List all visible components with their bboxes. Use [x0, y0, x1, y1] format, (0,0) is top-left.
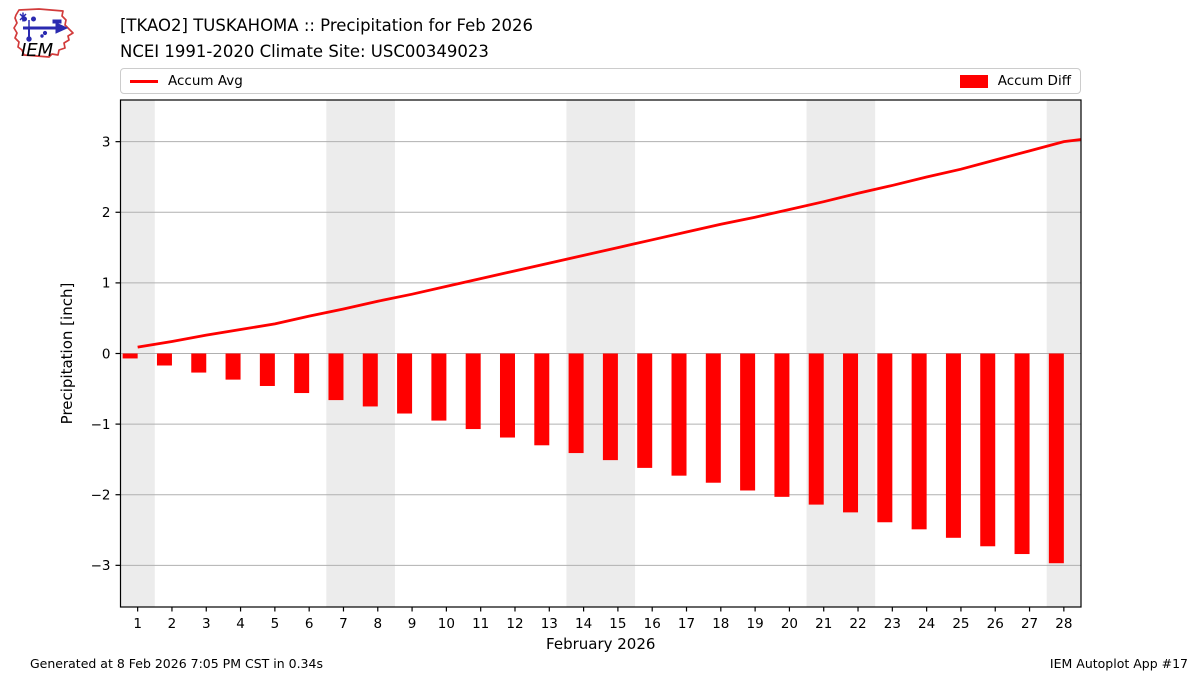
accum-diff-bar — [671, 353, 687, 476]
y-tick-label: 2 — [102, 205, 111, 221]
accum-diff-bar — [980, 353, 996, 547]
accum-diff-bar — [877, 353, 893, 523]
x-tick-label: 21 — [815, 616, 832, 632]
x-tick-label: 7 — [339, 616, 348, 632]
y-tick-label: −3 — [91, 558, 111, 574]
accum-diff-bar — [808, 353, 824, 505]
iem-logo-text: IEM — [21, 40, 54, 61]
x-tick-label: 2 — [168, 616, 177, 632]
accum-diff-bar — [259, 353, 275, 386]
app-credit: IEM Autoplot App #17 — [1049, 656, 1188, 671]
x-tick-label: 4 — [236, 616, 245, 632]
y-tick-label: −1 — [91, 417, 111, 433]
x-tick-label: 24 — [918, 616, 935, 632]
accum-diff-bar-swatch-icon — [959, 74, 988, 88]
y-tick-label: 0 — [102, 346, 111, 362]
x-tick-label: 23 — [884, 616, 901, 632]
x-tick-label: 15 — [609, 616, 626, 632]
accum-diff-bar — [534, 353, 550, 446]
x-axis-label: February 2026 — [546, 635, 655, 653]
weather-station-icon — [19, 12, 69, 42]
accum-diff-bar — [362, 353, 378, 407]
x-tick-label: 27 — [1021, 616, 1038, 632]
y-axis-label: Precipitation [inch] — [58, 283, 76, 425]
x-tick-label: 10 — [438, 616, 455, 632]
accum-diff-bar — [705, 353, 721, 483]
accum-diff-bar — [328, 353, 344, 401]
x-tick-label: 8 — [373, 616, 382, 632]
x-tick-label: 6 — [305, 616, 314, 632]
y-tick-label: −2 — [91, 488, 111, 504]
x-tick-label: 22 — [849, 616, 866, 632]
accum-diff-bar — [122, 353, 138, 359]
legend-entry-accum-diff: Accum Diff — [959, 73, 1071, 89]
x-tick-label: 1 — [133, 616, 142, 632]
accum-diff-bar — [740, 353, 756, 491]
x-tick-label: 20 — [781, 616, 798, 632]
accum-diff-bar — [397, 353, 413, 414]
legend-label-accum-avg: Accum Avg — [168, 73, 243, 89]
x-tick-label: 5 — [271, 616, 280, 632]
x-tick-label: 16 — [644, 616, 661, 632]
accum-diff-bar — [637, 353, 653, 468]
accum-diff-bar — [568, 353, 584, 454]
x-tick-label: 9 — [408, 616, 417, 632]
accum-diff-bar — [911, 353, 927, 530]
accum-diff-bar — [431, 353, 447, 421]
x-tick-label: 26 — [987, 616, 1004, 632]
accum-diff-bar — [191, 353, 207, 373]
accum-diff-bar — [499, 353, 515, 438]
accum-diff-bar — [945, 353, 961, 538]
legend: Accum Avg Accum Diff — [120, 68, 1081, 94]
accum-diff-bar — [156, 353, 172, 366]
accum-avg-line — [137, 138, 1082, 349]
legend-label-accum-diff: Accum Diff — [997, 73, 1071, 89]
chart-title: [TKAO2] TUSKAHOMA :: Precipitation for F… — [120, 16, 533, 35]
x-tick-label: 11 — [472, 616, 489, 632]
accum-diff-bar — [294, 353, 310, 394]
accum-diff-bar — [774, 353, 790, 497]
generated-timestamp: Generated at 8 Feb 2026 7:05 PM CST in 0… — [30, 656, 323, 671]
chart-subtitle: NCEI 1991-2020 Climate Site: USC00349023 — [120, 42, 489, 61]
x-tick-label: 3 — [202, 616, 211, 632]
chart-title-block: [TKAO2] TUSKAHOMA :: Precipitation for F… — [120, 13, 533, 65]
x-tick-label: 13 — [541, 616, 558, 632]
y-tick-label: 1 — [102, 276, 111, 292]
accum-avg-line-swatch-icon — [130, 79, 158, 83]
x-tick-label: 25 — [952, 616, 969, 632]
y-tick-label: 3 — [102, 134, 111, 150]
accum-diff-bar — [602, 353, 618, 461]
x-tick-label: 18 — [712, 616, 729, 632]
accum-diff-bar — [1014, 353, 1030, 555]
accum-diff-bar — [843, 353, 859, 513]
accum-diff-bar — [1048, 353, 1064, 564]
x-tick-label: 17 — [678, 616, 695, 632]
x-tick-label: 19 — [747, 616, 764, 632]
x-tick-label: 12 — [506, 616, 523, 632]
legend-entry-accum-avg: Accum Avg — [130, 73, 243, 89]
x-tick-label: 28 — [1055, 616, 1072, 632]
accum-diff-bar — [465, 353, 481, 430]
x-tick-label: 14 — [575, 616, 592, 632]
iem-logo: IEM — [13, 8, 74, 61]
accum-diff-bar — [225, 353, 241, 380]
